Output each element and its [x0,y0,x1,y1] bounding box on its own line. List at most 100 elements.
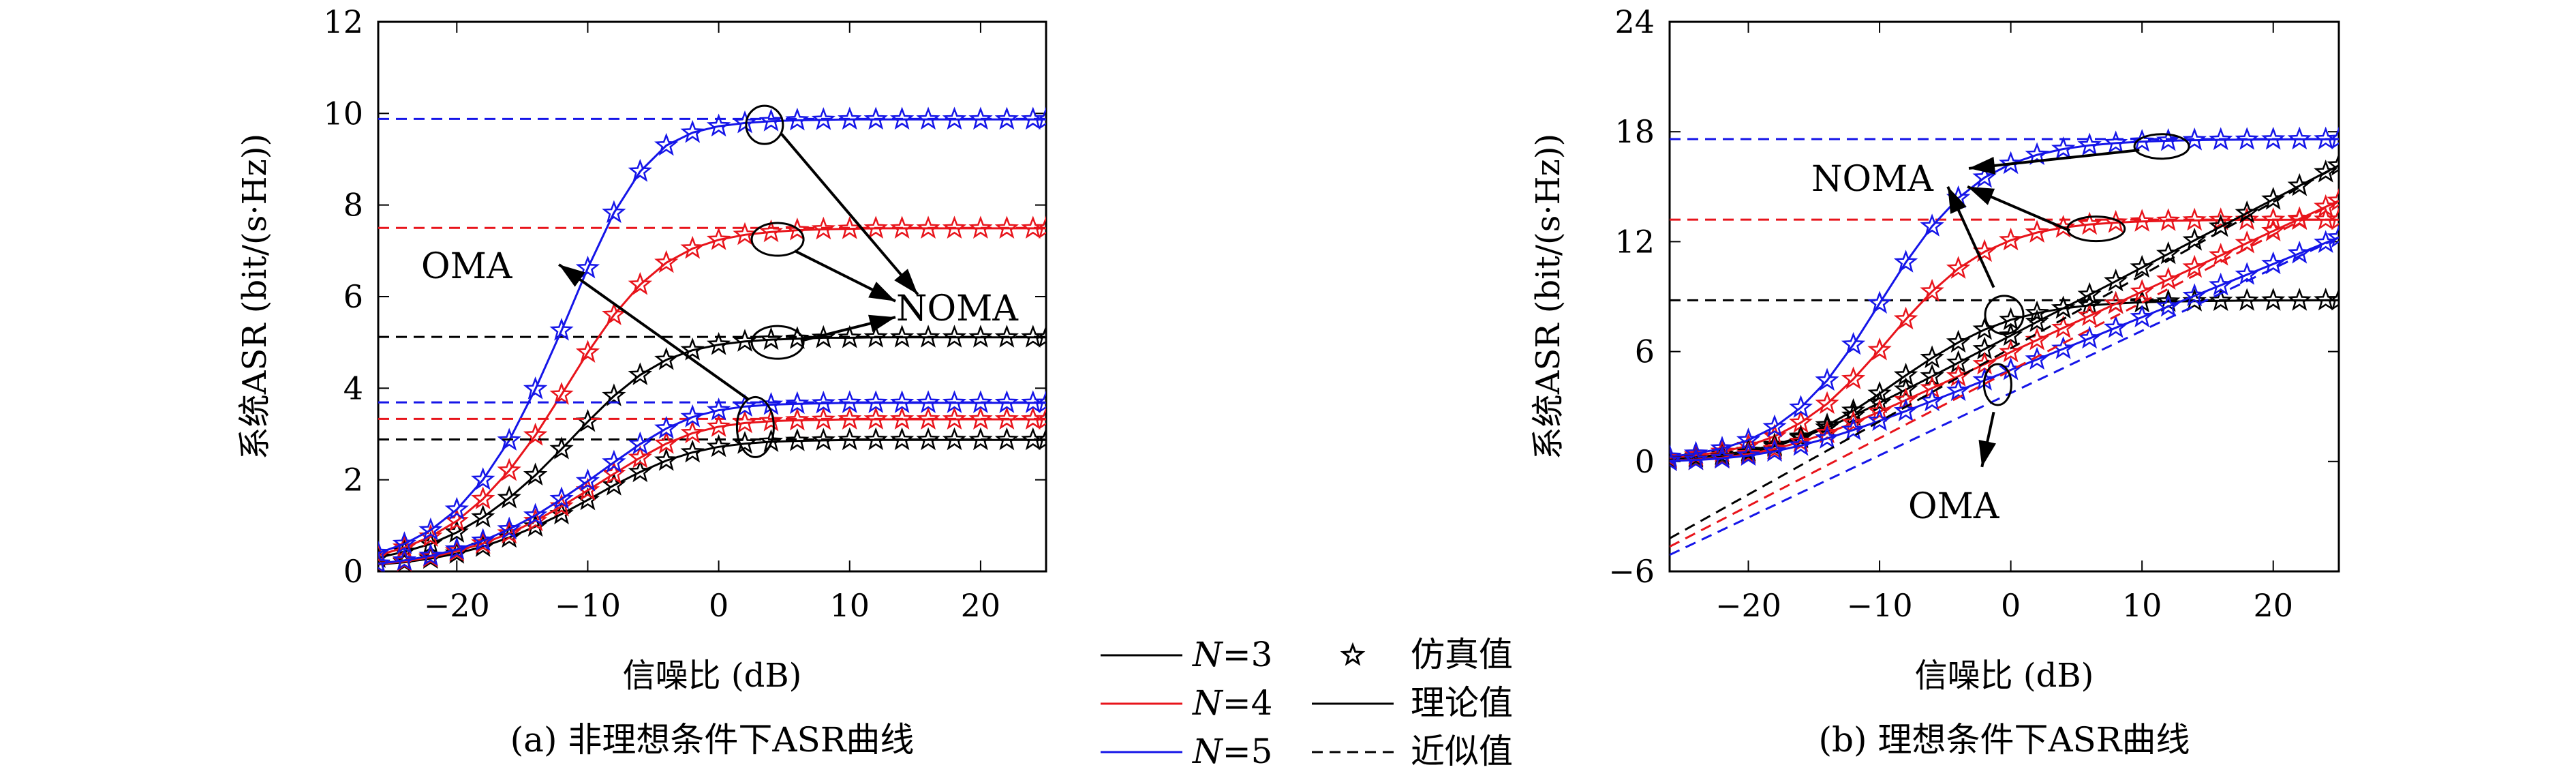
y-tick-label-b: 24 [1614,3,1655,40]
data-point [758,327,784,350]
data-point [968,106,993,130]
series-b-n5-dashed-8 [1670,236,2339,556]
data-point [654,347,679,370]
data-point [523,462,548,485]
data-point [994,390,1019,413]
data-point [418,517,443,541]
x-tick-label-b: −20 [1715,587,1781,624]
data-point [2208,288,2233,312]
data-point [2261,288,2286,311]
data-point [706,227,731,250]
data-point [392,539,417,563]
data-point [1893,250,1918,273]
data-point [1920,363,1944,387]
annotation-label: OMA [421,246,513,287]
theory-line [378,336,1046,559]
data-point [2104,268,2128,292]
arrow-head [1978,440,1996,467]
data-point [2077,211,2102,235]
data-point [2103,130,2128,153]
data-point [1946,329,1971,353]
data-point [628,431,653,455]
data-point [2287,288,2312,311]
legend-style-simulation-label: 仿真值 [1411,635,1513,674]
data-point [1683,447,1708,470]
data-point [1034,390,1046,413]
data-point [2327,287,2339,311]
y-tick-label-b: 6 [1635,333,1655,370]
data-point [811,390,836,414]
data-point [2235,230,2259,254]
data-point [785,428,810,451]
approx-line [1670,200,2339,548]
data-point [1893,398,1918,422]
y-axis-label-a: 系统ASR (bit/(s·Hz)) [236,134,274,460]
y-tick-label-a: 2 [343,462,363,498]
data-point [1034,427,1046,451]
data-point [2235,262,2259,285]
svg-text:N=4: N=4 [1192,683,1272,723]
caption-b: (b) 理想条件下ASR曲线 [1819,720,2190,760]
data-point [2182,227,2207,251]
data-point [2235,288,2259,311]
legend-series-n5: N=5 [1101,732,1272,771]
data-point [811,428,835,451]
data-point [2025,220,2049,243]
data-point [1893,376,1918,400]
theory-line [378,118,1046,554]
data-point [968,406,993,430]
data-point [890,390,915,413]
data-point [2327,224,2339,248]
data-point [838,216,862,239]
data-point [444,508,469,532]
data-point [497,516,521,540]
data-point [2156,267,2181,290]
data-point [1034,325,1046,348]
data-point [994,106,1019,130]
data-point [863,325,888,348]
plot-frame-b [1668,20,2340,573]
data-point [1762,414,1787,438]
data-point [523,376,548,400]
data-point [2025,300,2049,324]
data-point [733,431,757,454]
x-axis-label-b: 信噪比 (dB) [1915,657,2094,695]
chart-a: −20 −10 0 10 20 0 2 4 6 8 10 12 信噪比 (dB) 系统ASR (bit/(… [236,3,1047,760]
callout-arrow [558,263,750,401]
x-tick-label-a: −20 [424,587,490,624]
data-point [1972,164,1997,188]
y-tick-label-b: 18 [1614,113,1655,150]
data-point [1815,391,1839,415]
series-a-n4-solid-1 [378,215,1046,566]
legend-style-simulation: 仿真值 [1340,635,1513,674]
data-point [392,548,417,571]
data-point [2287,206,2312,230]
data-point [1999,339,2023,363]
data-point [654,250,679,273]
data-point [1683,440,1708,464]
data-point [628,362,653,385]
svg-text:N=5: N=5 [1192,732,1272,771]
data-point [2261,207,2286,230]
data-point [2103,315,2128,338]
data-point [1710,436,1734,459]
data-point [706,398,731,421]
series-a-n5-solid-5 [378,390,1046,571]
legend-series-n4: N=4 [1101,683,1272,723]
data-point [2182,207,2207,231]
data-point [471,486,495,509]
data-point [2261,126,2286,150]
data-point [444,520,469,543]
data-point [2208,207,2233,230]
legend-style-theory-label: 理论值 [1411,683,1513,723]
data-point [1841,366,1866,389]
theory-line [378,227,1046,556]
arrow-head [1948,186,1967,214]
data-point [1762,436,1787,460]
y-axis-label-b: 系统ASR (bit/(s·Hz)) [1529,134,1567,460]
data-point [758,219,784,243]
data-point [863,406,888,430]
data-point [2287,126,2312,150]
data-point [2025,142,2049,166]
